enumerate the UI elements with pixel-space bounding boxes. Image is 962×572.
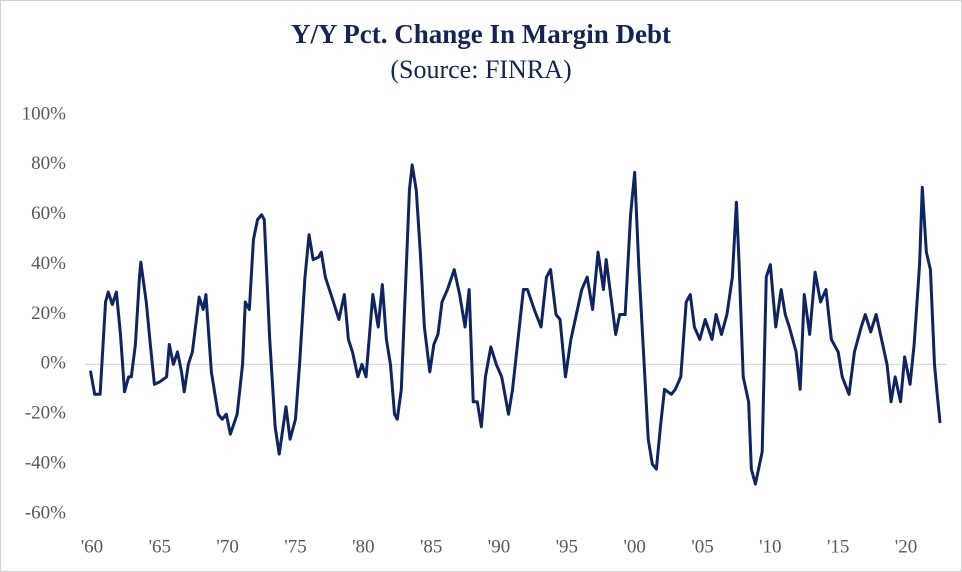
x-tick-label: '65 xyxy=(149,536,171,557)
y-tick-label: -60% xyxy=(25,502,66,523)
x-tick-label: '80 xyxy=(352,536,374,557)
chart-title: Y/Y Pct. Change In Margin Debt xyxy=(291,19,671,49)
x-tick-label: '15 xyxy=(827,536,849,557)
x-tick-label: '85 xyxy=(420,536,442,557)
x-tick-label: '00 xyxy=(623,536,645,557)
y-tick-label: 80% xyxy=(31,153,66,174)
y-tick-label: 20% xyxy=(31,303,66,324)
y-tick-label: -40% xyxy=(25,452,66,473)
x-tick-label: '75 xyxy=(284,536,306,557)
data-line xyxy=(89,163,942,486)
y-tick-label: 40% xyxy=(31,253,66,274)
x-tick-label: '70 xyxy=(216,536,238,557)
y-tick-label: 100% xyxy=(22,103,67,124)
x-tick-label: '90 xyxy=(488,536,510,557)
y-tick-label: 0% xyxy=(41,353,67,374)
y-tick-label: 60% xyxy=(31,203,66,224)
x-tick-label: '05 xyxy=(691,536,713,557)
x-tick-label: '60 xyxy=(81,536,103,557)
x-tick-label: '95 xyxy=(556,536,578,557)
x-tick-label: '20 xyxy=(895,536,917,557)
x-tick-label: '10 xyxy=(759,536,781,557)
y-tick-label: -20% xyxy=(25,403,66,424)
chart-subtitle: (Source: FINRA) xyxy=(390,55,571,84)
